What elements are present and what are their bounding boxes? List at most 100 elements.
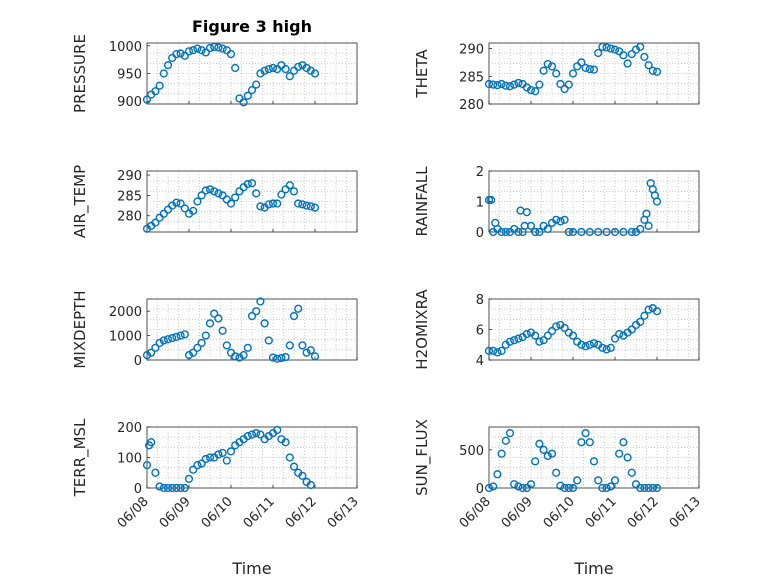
data-point [568, 227, 578, 237]
x-tick-label: 06/09 [157, 494, 194, 531]
data-point [526, 480, 536, 489]
data-point [552, 215, 561, 224]
figure-title: Figure 3 high [192, 17, 312, 36]
data-point [281, 64, 290, 74]
data-point [560, 323, 569, 333]
data-point [652, 197, 662, 206]
data-point [644, 305, 653, 314]
y-axis-label: THETA [413, 49, 431, 99]
data-point [264, 336, 273, 345]
data-point [189, 348, 198, 357]
data-point [602, 227, 611, 237]
data-point [302, 201, 311, 210]
data-point [155, 213, 164, 222]
data-point [598, 483, 607, 493]
data-point [159, 209, 168, 218]
data-point [615, 449, 624, 458]
data-point [252, 80, 261, 89]
data-point [585, 438, 594, 447]
data-point [514, 482, 523, 491]
data-point [189, 46, 198, 55]
data-point [547, 326, 557, 336]
data-point [268, 353, 278, 362]
data-point [484, 483, 494, 493]
data-point [636, 483, 645, 493]
y-tick-label: 2000 [109, 305, 142, 320]
data-point [294, 199, 303, 208]
data-point [501, 81, 510, 90]
data-point [606, 482, 615, 491]
data-point [543, 224, 552, 234]
data-point [201, 454, 210, 464]
data-point [652, 307, 662, 316]
data-point [644, 61, 653, 70]
subplot-theta: 280 285 290 THETA [413, 42, 700, 113]
data-point [247, 311, 257, 321]
data-point [159, 336, 168, 345]
data-point [205, 319, 215, 328]
data-point [205, 185, 215, 194]
data-point [310, 203, 320, 212]
data-point [539, 445, 548, 454]
data-point [640, 52, 649, 61]
data-point [531, 227, 540, 237]
data-point [277, 353, 286, 363]
data-point [552, 468, 561, 477]
y-tick-label: 2 [476, 165, 484, 180]
data-point [235, 353, 244, 362]
y-tick-label: 0 [476, 226, 484, 241]
data-point [247, 86, 257, 95]
data-point [560, 215, 569, 224]
data-point [539, 336, 548, 345]
data-point [497, 346, 506, 355]
data-point [522, 208, 531, 217]
data-point [543, 331, 552, 340]
data-point [197, 46, 206, 55]
data-point [256, 202, 265, 211]
data-point [264, 64, 273, 74]
data-point [585, 340, 594, 349]
data-point [201, 186, 210, 195]
data-point [231, 193, 240, 202]
data-point [636, 42, 645, 51]
data-point [501, 227, 510, 237]
data-point [510, 80, 519, 89]
data-point [589, 65, 599, 74]
data-point [289, 311, 299, 321]
data-point [163, 335, 173, 344]
data-point [531, 87, 540, 96]
data-point [231, 63, 240, 73]
data-point [535, 439, 544, 448]
x-tick-label: 06/08 [457, 494, 494, 531]
data-point [577, 340, 586, 349]
data-point [247, 430, 257, 439]
data-point [197, 191, 206, 200]
data-point [581, 342, 590, 351]
subplot-h2omixra: 4 6 8 H2OMIXRA [413, 289, 700, 370]
data-point [522, 329, 531, 339]
data-point [243, 179, 252, 189]
data-point [306, 346, 315, 355]
data-point [619, 227, 628, 237]
data-point [205, 43, 215, 53]
data-point [510, 480, 519, 489]
data-point [273, 199, 282, 208]
data-point [289, 187, 299, 196]
data-point [222, 195, 231, 204]
data-point [627, 227, 636, 237]
data-point [585, 64, 594, 74]
data-point [585, 227, 594, 237]
subplot-terr_msl: 0 100 200 06/08 06/09 06/10 06/11 06/12 06/13 TER… [71, 418, 362, 531]
data-point [589, 339, 599, 348]
y-tick-label: 4 [476, 354, 484, 369]
data-point [497, 79, 506, 89]
data-point [560, 84, 569, 94]
data-point [623, 453, 632, 462]
y-tick-label: 1 [476, 196, 484, 211]
data-point [298, 200, 307, 209]
data-point [252, 189, 261, 198]
data-point [526, 221, 536, 231]
y-tick-label: 280 [459, 98, 484, 113]
data-point [163, 205, 173, 214]
data-point [489, 482, 498, 491]
